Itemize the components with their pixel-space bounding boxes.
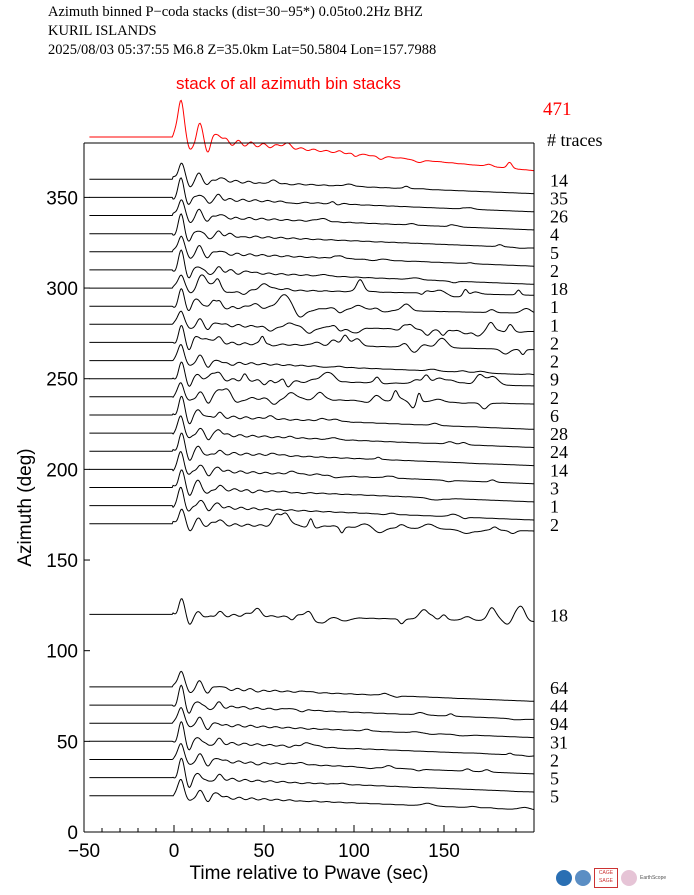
trace-az-170: [89, 508, 534, 535]
y-tick-label-300: 300: [46, 279, 78, 300]
trace-az-350: [89, 177, 535, 213]
trace-az-30: [89, 757, 534, 793]
y-tick-label-150: 150: [46, 551, 78, 572]
trace-count-az-40: 2: [550, 751, 559, 771]
trace-az-200: [89, 451, 535, 485]
trace-count-az-250: 9: [550, 370, 559, 390]
trace-count-az-50: 31: [550, 732, 568, 752]
summary-trace-line: [89, 99, 534, 172]
trace-count-az-320: 5: [550, 243, 559, 263]
header-line-region: KURIL ISLANDS: [48, 23, 157, 39]
trace-az-240: [89, 382, 535, 410]
plot-frame: [83, 142, 535, 833]
trace-count-az-170: 2: [550, 515, 559, 535]
noaa-logo: [575, 870, 591, 886]
y-tick-label-250: 250: [46, 370, 78, 391]
trace-az-40: [89, 743, 534, 775]
trace-count-az-30: 5: [550, 769, 559, 789]
trace-az-290: [89, 287, 535, 318]
trace-count-az-300: 18: [550, 279, 568, 299]
x-tick-label-150: 150: [428, 841, 460, 862]
trace-count-az-20: 5: [550, 787, 559, 807]
trace-az-320: [89, 235, 534, 267]
trace-count-az-220: 28: [550, 424, 568, 444]
summary-trace-label: stack of all azimuth bin stacks: [176, 74, 401, 93]
trace-count-az-330: 4: [550, 225, 559, 245]
x-axis-title: Time relative to Pwave (sec): [190, 863, 429, 884]
trace-az-50: [89, 720, 534, 757]
trace-az-340: [89, 199, 534, 231]
logo-strip: CAGE SAGE EarthScope: [556, 868, 666, 888]
y-tick-label-50: 50: [57, 732, 78, 753]
trace-az-20: [89, 779, 535, 811]
trace-az-120: [89, 598, 534, 625]
header-line-event: 2025/08/03 05:37:55 M6.8 Z=35.0km Lat=50…: [48, 42, 437, 58]
trace-count-az-190: 3: [550, 479, 559, 499]
trace-count-az-180: 1: [550, 497, 559, 517]
y-tick-label-100: 100: [46, 642, 78, 663]
trace-count-az-260: 2: [550, 352, 559, 372]
x-tick-label-0: 0: [169, 841, 180, 862]
trace-count-az-340: 26: [550, 207, 568, 227]
summary-trace-group: stack of all azimuth bin stacks 471 # trac…: [89, 74, 602, 172]
nsf-logo: [556, 870, 572, 886]
trace-az-260: [89, 344, 535, 376]
summary-trace-count: 471: [543, 99, 572, 120]
trace-count-az-70: 44: [550, 696, 568, 716]
trace-count-az-120: 18: [550, 605, 568, 625]
trace-group: [89, 162, 535, 811]
x-tick-label-100: 100: [338, 841, 370, 862]
earthscope-text: EarthScope: [640, 875, 667, 881]
y-tick-label-200: 200: [46, 460, 78, 481]
trace-count-az-210: 24: [550, 442, 568, 462]
trace-count-az-230: 6: [550, 406, 559, 426]
y-tick-label-0: 0: [67, 823, 78, 844]
trace-count-az-240: 2: [550, 388, 559, 408]
trace-az-80: [89, 670, 535, 702]
trace-count-az-80: 64: [550, 678, 568, 698]
trace-az-190: [89, 469, 534, 503]
trace-az-330: [89, 213, 535, 249]
count-column-header: # traces: [547, 130, 602, 150]
trace-az-270: [89, 324, 534, 356]
trace-count-az-360: 14: [550, 170, 568, 190]
y-axis-title: Azimuth (deg): [15, 448, 36, 566]
trace-az-310: [89, 249, 534, 285]
trace-az-250: [89, 361, 534, 388]
header-line-title: Azimuth binned P−coda stacks (dist=30−95…: [48, 4, 423, 20]
trace-az-230: [89, 395, 535, 430]
earthscope-logo: [621, 870, 637, 886]
trace-count-az-290: 1: [550, 297, 559, 317]
y-tick-label-350: 350: [46, 188, 78, 209]
trace-az-220: [89, 415, 534, 448]
trace-count-az-280: 1: [550, 315, 559, 335]
trace-az-60: [89, 706, 534, 739]
cage-sage-logo: CAGE SAGE: [594, 868, 618, 888]
trace-count-az-310: 2: [550, 261, 559, 281]
trace-count-az-200: 14: [550, 460, 568, 480]
x-tick-label--50: −50: [68, 841, 100, 862]
trace-az-300: [89, 274, 534, 298]
trace-az-70: [89, 684, 535, 721]
trace-az-180: [89, 486, 534, 521]
x-tick-label-50: 50: [253, 841, 274, 862]
trace-count-az-350: 35: [550, 188, 568, 208]
trace-count-az-270: 2: [550, 333, 559, 353]
trace-az-210: [89, 432, 534, 467]
trace-az-280: [89, 310, 534, 337]
trace-count-az-60: 94: [550, 714, 568, 734]
trace-az-360: [89, 162, 535, 195]
